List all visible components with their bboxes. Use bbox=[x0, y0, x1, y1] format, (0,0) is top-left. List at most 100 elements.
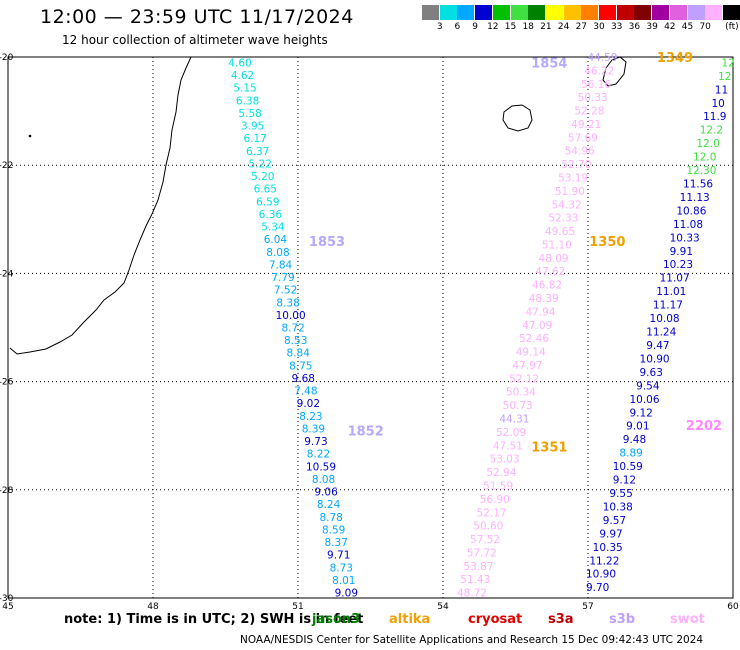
wave-height-value: 6.65 bbox=[254, 184, 277, 196]
y-tick-label: -20 bbox=[0, 53, 14, 63]
wave-height-value: 8.75 bbox=[289, 360, 312, 372]
wave-height-value: 10.59 bbox=[613, 461, 643, 473]
wave-height-value: 56.90 bbox=[480, 494, 510, 506]
wave-height-value: 12.0 bbox=[696, 138, 719, 150]
legend-swatch bbox=[581, 5, 599, 20]
wave-height-value: 46.82 bbox=[532, 280, 562, 292]
legend-swatch bbox=[545, 5, 563, 20]
wave-height-value: 51.90 bbox=[555, 186, 585, 198]
wave-height-value: 50.34 bbox=[506, 387, 536, 399]
wave-height-value: 51.10 bbox=[542, 239, 572, 251]
wave-height-value: 9.01 bbox=[626, 421, 649, 433]
wave-height-value: 8.01 bbox=[332, 575, 355, 587]
wave-height-value: 44.31 bbox=[499, 414, 529, 426]
legend-label: 12 bbox=[487, 22, 499, 32]
legend-label: 36 bbox=[628, 22, 641, 32]
legend-swatch bbox=[439, 5, 457, 20]
wave-height-value: 9.63 bbox=[640, 367, 663, 379]
wave-height-value: 11.22 bbox=[589, 555, 619, 567]
wave-height-value: 7.84 bbox=[269, 259, 293, 271]
legend-unit: (ft) bbox=[725, 22, 739, 32]
wave-height-value: 52.17 bbox=[477, 507, 507, 519]
wave-height-value: 9.55 bbox=[609, 488, 632, 500]
wave-height-value: 9.02 bbox=[297, 398, 320, 410]
coastline-madagascar bbox=[9, 56, 192, 355]
wave-height-value: 5.58 bbox=[238, 108, 261, 120]
legend-label: 6 bbox=[454, 22, 461, 32]
wave-height-value: 12.0 bbox=[693, 152, 716, 164]
wave-height-value: 11.01 bbox=[656, 286, 686, 298]
wave-height-value: 11.56 bbox=[683, 179, 713, 191]
wave-height-value: 8.37 bbox=[325, 537, 348, 549]
x-tick-label: 57 bbox=[582, 602, 593, 610]
wave-height-value: 8.72 bbox=[281, 323, 304, 335]
legend-label: 39 bbox=[646, 22, 658, 32]
legend-swatch bbox=[669, 5, 687, 20]
wave-height-value: 54.32 bbox=[552, 199, 582, 211]
wave-height-value: 10.23 bbox=[663, 259, 693, 271]
wave-height-value: 10.00 bbox=[276, 310, 306, 322]
legend-swatch bbox=[722, 5, 740, 20]
legend-swatch bbox=[457, 5, 475, 20]
wave-height-value: 6.59 bbox=[256, 196, 279, 208]
map-subtitle: 12 hour collection of altimeter wave hei… bbox=[62, 33, 328, 47]
wave-height-value: 47.51 bbox=[493, 440, 523, 452]
legend-swatch bbox=[528, 5, 546, 20]
legend-label: 42 bbox=[664, 22, 676, 32]
wave-height-value: 9.73 bbox=[304, 436, 327, 448]
satellite-swot: swot bbox=[670, 612, 705, 627]
wave-height-value: 46.22 bbox=[584, 65, 614, 77]
wave-height-value: 48.72 bbox=[457, 588, 487, 600]
legend-swatch bbox=[475, 5, 493, 20]
wave-height-value: 7.52 bbox=[274, 285, 297, 297]
wave-height-value: 52.28 bbox=[574, 106, 604, 118]
wave-height-value: 4.60 bbox=[228, 57, 251, 69]
satellite-jason3: jason3 bbox=[312, 612, 361, 627]
wave-height-value: 53.87 bbox=[463, 561, 493, 573]
wave-height-value: 8.78 bbox=[319, 512, 342, 524]
wave-height-value: 12 bbox=[718, 71, 731, 83]
legend-label: 70 bbox=[699, 22, 711, 32]
wave-height-value: 54.96 bbox=[565, 146, 595, 158]
satellite-s3b: s3b bbox=[609, 612, 636, 627]
wave-height-value: 9.48 bbox=[623, 434, 646, 446]
wave-height-value: 10.59 bbox=[306, 461, 336, 473]
wave-height-value: 8.08 bbox=[266, 247, 289, 259]
wave-height-value: 8.89 bbox=[619, 448, 642, 460]
legend-swatch bbox=[705, 5, 723, 20]
legend-swatch bbox=[422, 5, 439, 20]
wave-height-value: 53.03 bbox=[490, 454, 520, 466]
wave-height-value: 11.24 bbox=[646, 327, 676, 339]
wave-height-value: 52.09 bbox=[496, 427, 526, 439]
wave-height-value: 8.38 bbox=[276, 297, 299, 309]
legend-swatch bbox=[616, 5, 634, 20]
wave-height-value: 44.59 bbox=[587, 52, 617, 64]
wave-height-value: 12.30 bbox=[686, 165, 716, 177]
wave-height-value: 52.46 bbox=[519, 333, 549, 345]
wave-height-value: 5.34 bbox=[261, 222, 285, 234]
satellite-altika: altika bbox=[389, 612, 431, 627]
wave-height-value: 9.06 bbox=[314, 487, 338, 499]
wave-height-value: 10.06 bbox=[629, 394, 659, 406]
wave-height-value: 4.62 bbox=[231, 70, 254, 82]
pass-label: 1350 bbox=[589, 235, 625, 250]
wave-height-value: 47.94 bbox=[525, 306, 555, 318]
legend-swatch bbox=[510, 5, 528, 20]
wave-height-value: 9.91 bbox=[670, 246, 693, 258]
credit-line: NOAA/NESDIS Center for Satellite Applica… bbox=[240, 634, 704, 646]
wave-height-value: 9.68 bbox=[292, 373, 315, 385]
wave-height-value: 10.90 bbox=[586, 569, 616, 581]
wave-height-value: 8.22 bbox=[307, 449, 330, 461]
pass-label: 2202 bbox=[686, 419, 722, 434]
wave-height-value: 57.69 bbox=[568, 132, 598, 144]
legend-swatch bbox=[687, 5, 705, 20]
satellite-cryosat: cryosat bbox=[468, 612, 523, 627]
wave-height-value: 7.79 bbox=[271, 272, 294, 284]
x-tick-label: 48 bbox=[147, 602, 159, 610]
wave-height-value: 10.90 bbox=[640, 353, 670, 365]
x-tick-label: 60 bbox=[727, 602, 739, 610]
wave-height-value: 8.24 bbox=[317, 499, 341, 511]
wave-height-value: 53.19 bbox=[558, 173, 588, 185]
wave-height-value: 12 bbox=[721, 57, 734, 69]
legend-label: 27 bbox=[575, 22, 588, 32]
